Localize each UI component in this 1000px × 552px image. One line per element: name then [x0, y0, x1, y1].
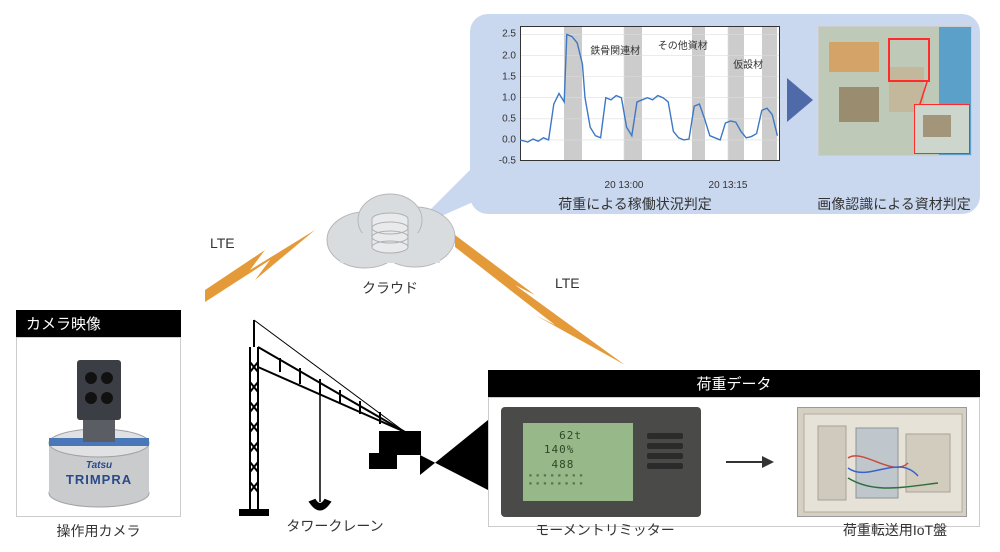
camera-logo2: TRIMPRA	[66, 472, 132, 487]
cloud-icon	[320, 185, 460, 280]
image-caption: 画像認識による資材判定	[808, 194, 980, 214]
chart-ytick: 2.0	[502, 50, 516, 61]
chart-annotation: その他資材	[658, 37, 708, 52]
iot-caption: 荷重転送用IoT盤	[810, 520, 980, 540]
camera-caption: 操作用カメラ	[16, 521, 181, 541]
chart-ytick: 0.5	[502, 113, 516, 124]
camera-icon: Tatsu TRIMPRA	[17, 338, 182, 518]
camera-block: カメラ映像 Tatsu TRIMPRA 操作用カメラ	[16, 310, 181, 541]
chart-ytick: 1.0	[502, 92, 516, 103]
crane-block	[210, 312, 440, 527]
callout-triangle-icon	[420, 420, 490, 490]
chart-xtick: 20 13:00	[605, 180, 644, 191]
limiter-caption: モーメントリミッター	[510, 520, 700, 540]
recognition-image	[818, 26, 972, 156]
chart-ytick: -0.5	[499, 156, 516, 167]
right-arrow-icon	[724, 447, 774, 477]
chart-ytick: 0.0	[502, 134, 516, 145]
chart-annotation: 鉄骨関連材	[590, 42, 640, 57]
lightning-right-icon	[455, 235, 635, 375]
lte-label-left: LTE	[210, 235, 235, 251]
chart-annotation: 仮設材	[733, 56, 763, 71]
chart-ytick: 1.5	[502, 71, 516, 82]
camera-header: カメラ映像	[16, 310, 181, 337]
lte-label-right: LTE	[555, 275, 580, 291]
cloud-label: クラウド	[340, 278, 440, 298]
load-header: 荷重データ	[488, 370, 980, 397]
tower-crane-icon	[210, 312, 440, 517]
limiter-screen: 62t 140% 488▪ ▪ ▪ ▪ ▪ ▪ ▪ ▪▪ ▪ ▪ ▪ ▪ ▪ ▪…	[523, 423, 633, 501]
camera-logo1: Tatsu	[86, 460, 112, 471]
chart-xtick: 20 13:15	[709, 180, 748, 191]
load-block: 荷重データ 62t 140% 488▪ ▪ ▪ ▪ ▪ ▪ ▪ ▪▪ ▪ ▪ ▪…	[488, 370, 980, 527]
chart-caption: 荷重による稼働状況判定	[500, 194, 770, 214]
iot-panel	[797, 407, 967, 517]
load-chart: -0.50.00.51.01.52.02.5 鉄骨関連材その他資材仮設材 20 …	[492, 26, 782, 186]
blue-arrow-icon	[785, 70, 815, 130]
crane-caption: タワークレーン	[270, 516, 400, 536]
moment-limiter: 62t 140% 488▪ ▪ ▪ ▪ ▪ ▪ ▪ ▪▪ ▪ ▪ ▪ ▪ ▪ ▪…	[501, 407, 701, 517]
chart-ytick: 2.5	[502, 29, 516, 40]
